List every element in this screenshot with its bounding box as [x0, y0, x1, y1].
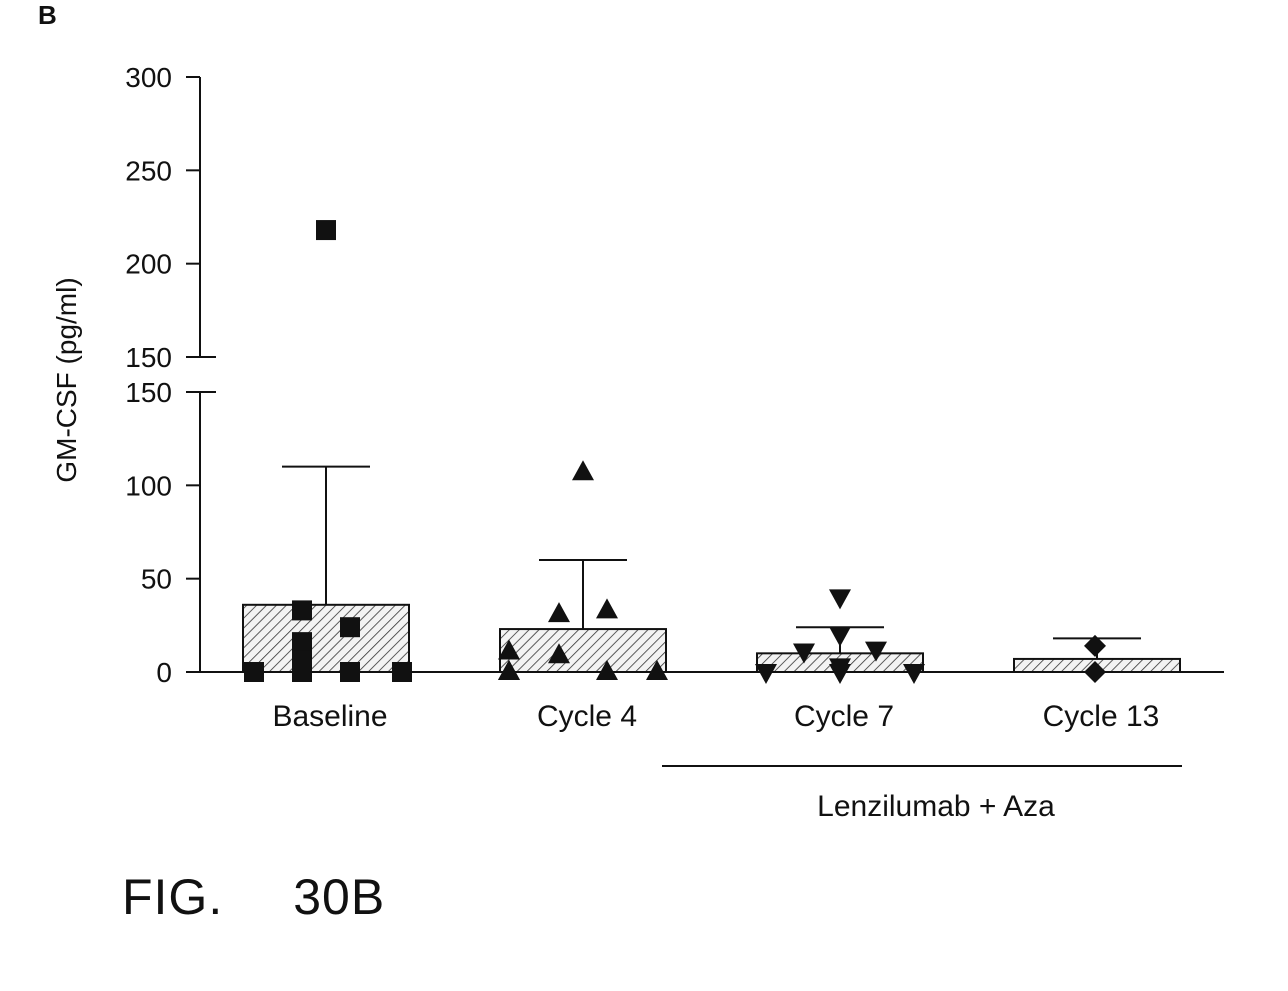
- data-point: [316, 220, 336, 240]
- figure-prefix: FIG.: [122, 869, 223, 925]
- data-point: [596, 598, 618, 618]
- data-point: [340, 617, 360, 637]
- y-tick-label: 250: [125, 155, 172, 186]
- y-tick-label: 0: [156, 657, 172, 688]
- data-point: [292, 600, 312, 620]
- data-point: [572, 460, 594, 480]
- data-point: [292, 662, 312, 682]
- data-point: [829, 589, 851, 609]
- data-point: [829, 627, 851, 647]
- y-tick-label: 50: [141, 564, 172, 595]
- y-tick-label: 300: [125, 62, 172, 93]
- error-bars: [282, 467, 1141, 659]
- bar: [500, 629, 666, 672]
- y-tick-label: 150: [125, 342, 172, 373]
- data-point: [392, 662, 412, 682]
- x-tick-label: Cycle 13: [1043, 700, 1160, 733]
- x-tick-label: Cycle 4: [537, 700, 637, 733]
- bars: [243, 605, 1180, 672]
- x-tick-label: Baseline: [272, 700, 387, 733]
- data-point: [244, 662, 264, 682]
- x-tick-label: Cycle 7: [794, 700, 894, 733]
- y-tick-label: 200: [125, 249, 172, 280]
- y-tick-label: 100: [125, 470, 172, 501]
- data-point: [755, 664, 777, 684]
- y-axis-label: GM-CSF (pg/ml): [51, 277, 82, 482]
- bar: [243, 605, 409, 672]
- data-point: [292, 632, 312, 652]
- y-tick-label: 150: [125, 377, 172, 408]
- data-point: [340, 662, 360, 682]
- figure-number: 30B: [293, 869, 385, 925]
- figure-caption: FIG. 30B: [122, 868, 385, 926]
- data-point: [548, 602, 570, 622]
- axes: [186, 77, 1224, 672]
- data-point: [829, 664, 851, 684]
- data-point: [903, 664, 925, 684]
- group-label: Lenzilumab + Aza: [817, 790, 1055, 823]
